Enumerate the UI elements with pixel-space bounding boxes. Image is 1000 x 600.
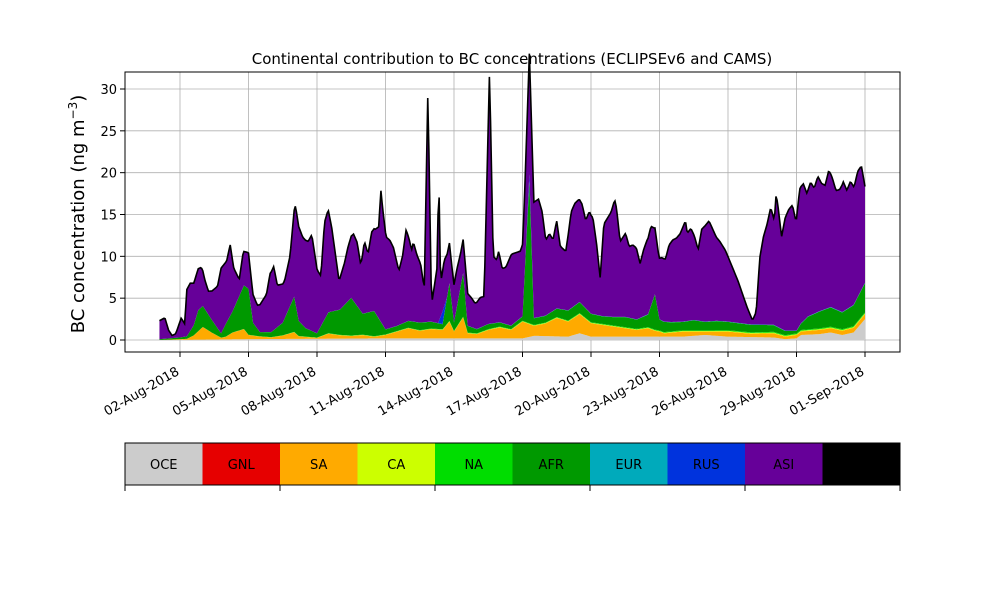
axes-box (124, 71, 901, 353)
x-tick-label: 02-Aug-2018 (102, 364, 182, 419)
legend-swatch-sa (280, 443, 358, 485)
area-asi (159, 53, 865, 340)
legend-label-sa: SA (310, 458, 327, 473)
y-tick-label: 15 (100, 209, 117, 224)
legend-swatch-rus (667, 443, 745, 485)
legend-label-na: NA (464, 458, 483, 473)
x-tick-label: 17-Aug-2018 (444, 364, 524, 419)
chart-title: Continental contribution to BC concentra… (252, 50, 773, 68)
legend-swatch-afr (512, 443, 590, 485)
x-tick-label: 05-Aug-2018 (170, 364, 250, 419)
x-tick-label: 11-Aug-2018 (307, 364, 387, 419)
legend-label-asi: ASI (773, 458, 794, 473)
y-tick-label: 0 (109, 334, 117, 349)
x-tick-label: 08-Aug-2018 (239, 364, 319, 419)
x-tick-label: 26-Aug-2018 (650, 364, 730, 419)
legend-swatch-eur (590, 443, 668, 485)
x-tick-label: 23-Aug-2018 (581, 364, 661, 419)
plot-area: 0 5 10 15 20 25 30 02-Aug-201805-Aug-201808-Au… (100, 53, 901, 420)
legend-label-afr: AFR (539, 458, 564, 473)
x-ticks: 02-Aug-201805-Aug-201808-Aug-201811-Aug-… (102, 352, 867, 420)
legend-swatch-gnl (202, 443, 280, 485)
area-afr (159, 180, 865, 340)
x-tick-label: 01-Sep-2018 (787, 364, 867, 419)
axis-frame (124, 71, 901, 353)
legend-swatch-oce (125, 443, 203, 485)
legend-frame (124, 442, 901, 486)
y-ticks: 0 5 10 15 20 25 30 (100, 83, 125, 349)
legend-colorbar: OCE GNL SA CA NA AFR EUR RUS ASI AUS (124, 442, 901, 491)
y-tick-label: 25 (100, 125, 117, 140)
legend-swatch-ca (357, 443, 435, 485)
legend-label-rus: RUS (693, 458, 720, 473)
legend-label-aus: AUS (848, 458, 875, 473)
legend-swatch-aus (822, 443, 900, 485)
legend-label-oce: OCE (150, 458, 178, 473)
x-tick-label: 29-Aug-2018 (718, 364, 798, 419)
y-tick-label: 30 (100, 83, 117, 98)
y-axis-label: BC concentration (ng m−3) (66, 95, 89, 334)
y-tick-label: 5 (109, 292, 117, 307)
legend-label-eur: EUR (615, 458, 642, 473)
total-outline (159, 53, 866, 337)
legend-label-ca: CA (387, 458, 405, 473)
y-tick-label: 10 (100, 250, 117, 265)
legend-swatch-na (435, 443, 513, 485)
legend-label-gnl: GNL (228, 458, 256, 473)
x-tick-label: 14-Aug-2018 (376, 364, 456, 419)
stacked-areas (159, 53, 866, 340)
x-tick-label: 20-Aug-2018 (513, 364, 593, 419)
y-tick-label: 20 (100, 167, 117, 182)
legend-swatch-asi (745, 443, 823, 485)
area-sa (159, 314, 865, 340)
